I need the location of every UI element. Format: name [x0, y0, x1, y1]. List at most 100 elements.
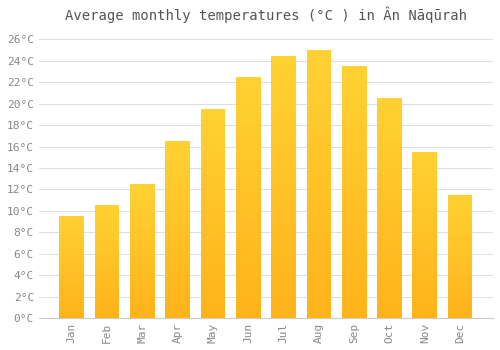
Bar: [412, 232, 437, 233]
Bar: [60, 246, 84, 247]
Bar: [448, 264, 472, 265]
Bar: [200, 190, 226, 192]
Bar: [448, 288, 472, 289]
Bar: [377, 112, 402, 114]
Bar: [271, 195, 296, 197]
Bar: [236, 84, 260, 86]
Bar: [166, 191, 190, 192]
Bar: [130, 192, 155, 194]
Bar: [412, 285, 437, 286]
Bar: [377, 195, 402, 197]
Bar: [94, 304, 120, 306]
Bar: [60, 222, 84, 223]
Bar: [377, 164, 402, 167]
Bar: [166, 147, 190, 148]
Bar: [306, 139, 331, 141]
Bar: [236, 258, 260, 260]
Bar: [130, 244, 155, 246]
Bar: [200, 124, 226, 126]
Bar: [377, 136, 402, 138]
Bar: [448, 274, 472, 275]
Bar: [306, 315, 331, 318]
Bar: [377, 281, 402, 283]
Bar: [60, 216, 84, 217]
Bar: [94, 276, 120, 278]
Bar: [130, 240, 155, 241]
Bar: [236, 137, 260, 140]
Bar: [412, 172, 437, 174]
Bar: [94, 286, 120, 288]
Bar: [130, 314, 155, 315]
Bar: [342, 137, 366, 139]
Bar: [306, 246, 331, 248]
Bar: [236, 120, 260, 123]
Bar: [377, 149, 402, 151]
Bar: [271, 111, 296, 113]
Bar: [130, 203, 155, 204]
Bar: [412, 310, 437, 311]
Bar: [306, 120, 331, 122]
Bar: [166, 249, 190, 251]
Bar: [448, 297, 472, 298]
Bar: [342, 260, 366, 262]
Bar: [130, 275, 155, 276]
Bar: [271, 265, 296, 268]
Bar: [200, 234, 226, 237]
Bar: [412, 190, 437, 192]
Bar: [236, 108, 260, 111]
Bar: [130, 202, 155, 203]
Bar: [342, 134, 366, 137]
Bar: [342, 81, 366, 84]
Bar: [236, 116, 260, 118]
Bar: [166, 159, 190, 161]
Bar: [94, 306, 120, 307]
Bar: [166, 214, 190, 216]
Bar: [412, 270, 437, 272]
Bar: [377, 197, 402, 199]
Bar: [200, 314, 226, 316]
Bar: [60, 243, 84, 244]
Bar: [236, 226, 260, 229]
Bar: [130, 252, 155, 254]
Bar: [236, 229, 260, 231]
Bar: [130, 280, 155, 282]
Bar: [94, 244, 120, 245]
Bar: [271, 163, 296, 166]
Bar: [377, 224, 402, 226]
Bar: [377, 263, 402, 265]
Bar: [60, 267, 84, 268]
Bar: [306, 259, 331, 262]
Bar: [60, 258, 84, 259]
Bar: [342, 250, 366, 252]
Bar: [448, 211, 472, 212]
Bar: [94, 214, 120, 215]
Bar: [377, 162, 402, 164]
Bar: [342, 147, 366, 149]
Bar: [377, 294, 402, 296]
Bar: [236, 82, 260, 84]
Bar: [342, 187, 366, 190]
Bar: [412, 300, 437, 301]
Bar: [448, 224, 472, 225]
Bar: [448, 222, 472, 223]
Bar: [377, 210, 402, 212]
Bar: [166, 196, 190, 198]
Bar: [306, 275, 331, 278]
Bar: [448, 293, 472, 295]
Bar: [200, 122, 226, 124]
Bar: [200, 166, 226, 168]
Bar: [200, 174, 226, 176]
Bar: [60, 286, 84, 287]
Bar: [130, 304, 155, 306]
Bar: [271, 100, 296, 103]
Bar: [342, 252, 366, 255]
Bar: [412, 281, 437, 283]
Bar: [200, 241, 226, 243]
Bar: [342, 195, 366, 197]
Bar: [236, 186, 260, 188]
Bar: [306, 64, 331, 66]
Bar: [236, 214, 260, 217]
Bar: [448, 232, 472, 233]
Bar: [271, 108, 296, 111]
Bar: [377, 114, 402, 116]
